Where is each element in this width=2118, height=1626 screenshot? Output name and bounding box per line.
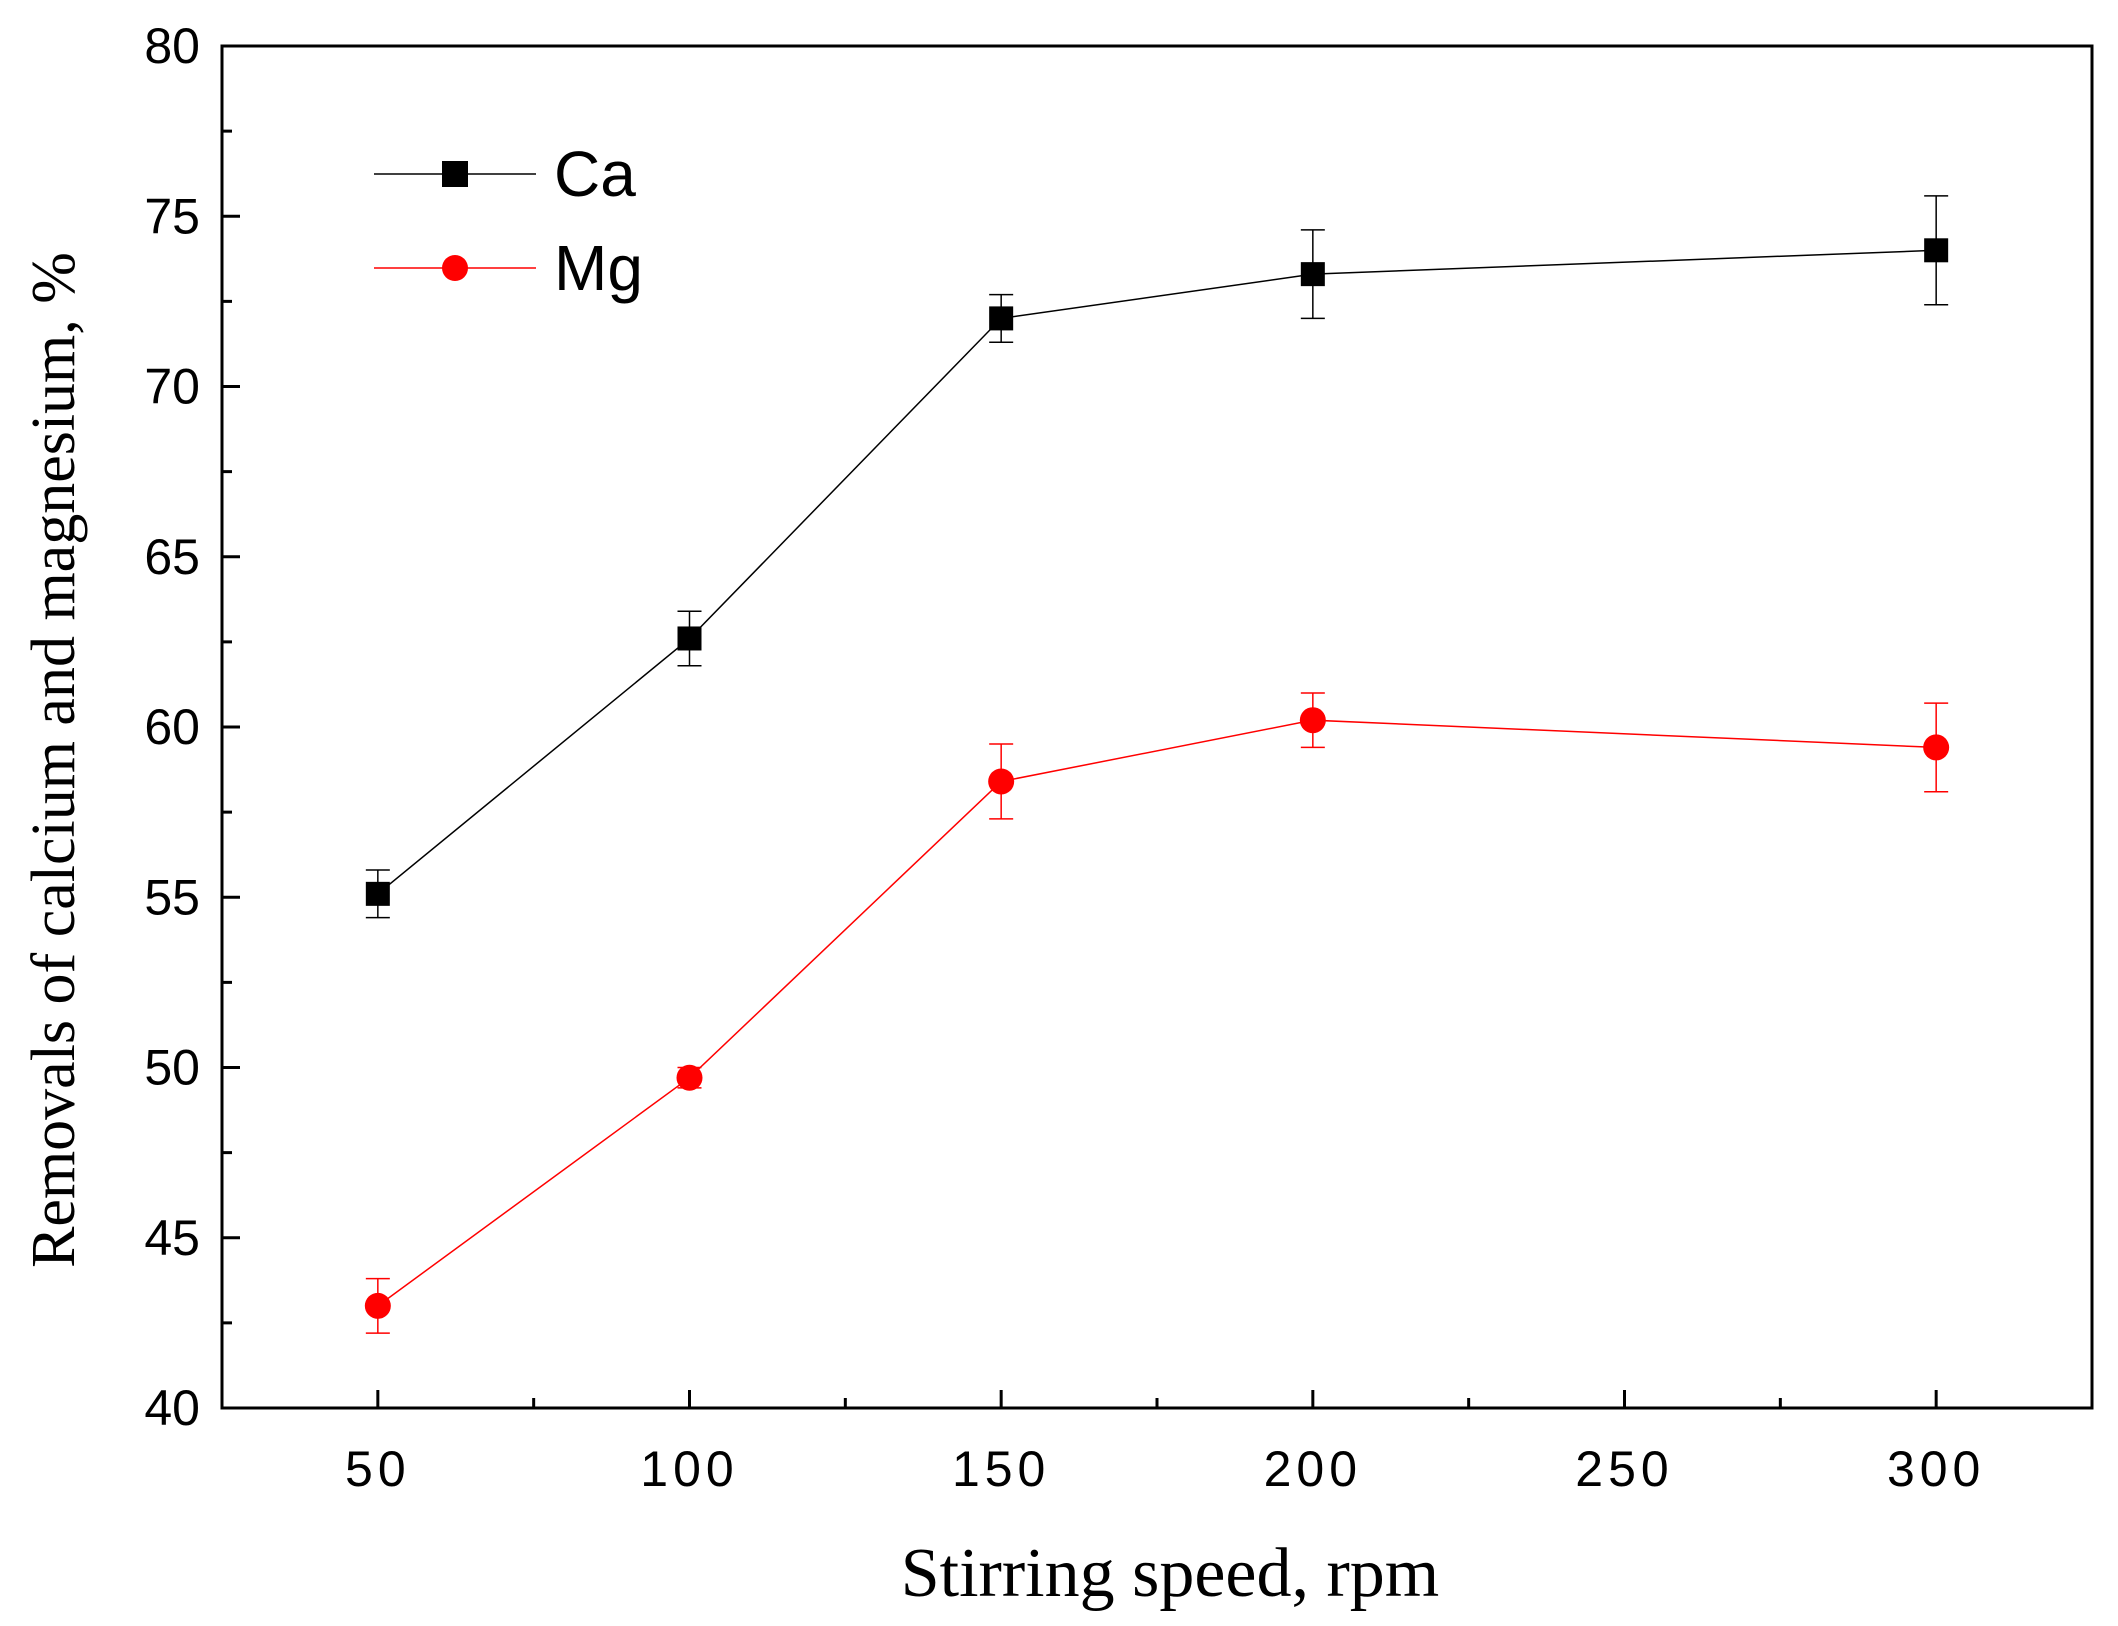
- y-tick-label: 55: [144, 869, 200, 925]
- x-tick-label: 150: [952, 1441, 1050, 1497]
- x-tick-label: 200: [1264, 1441, 1362, 1497]
- data-point-ca: [1300, 262, 1325, 287]
- y-tick-label: 45: [144, 1210, 200, 1266]
- legend-marker-ca: [442, 161, 468, 187]
- data-point-mg: [676, 1064, 703, 1091]
- y-tick-label: 65: [144, 529, 200, 585]
- data-point-mg: [1299, 707, 1326, 734]
- data-point-ca: [1924, 238, 1949, 263]
- plot-area: [220, 44, 2094, 1410]
- legend-marker-mg: [442, 255, 468, 281]
- y-tick-label: 70: [144, 359, 200, 415]
- y-tick-label: 50: [144, 1040, 200, 1096]
- y-tick-label: 60: [144, 699, 200, 755]
- data-point-ca: [989, 306, 1014, 331]
- y-tick-label: 40: [144, 1380, 200, 1436]
- legend-label-mg: Mg: [554, 232, 643, 304]
- data-point-mg: [988, 768, 1015, 795]
- data-point-ca: [365, 881, 390, 906]
- x-tick-label: 250: [1575, 1441, 1673, 1497]
- legend: Ca Mg: [374, 138, 643, 304]
- y-tick-label: 80: [144, 18, 200, 74]
- series-mg: [364, 692, 1950, 1334]
- y-axis-title: Removals of calcium and magnesium, %: [20, 252, 88, 1268]
- x-tick-label: 50: [345, 1441, 411, 1497]
- data-point-mg: [364, 1292, 391, 1319]
- data-point-mg: [1923, 734, 1950, 761]
- y-tick-label: 75: [144, 188, 200, 244]
- data-point-ca: [677, 626, 702, 651]
- series-line-mg: [377, 719, 1937, 1307]
- legend-label-ca: Ca: [554, 138, 636, 210]
- series-layer: [364, 195, 1950, 1334]
- x-tick-label: 100: [640, 1441, 738, 1497]
- axes: 40 45 50 55 60 65 70 75 80 50 100 150 200 250 300: [144, 18, 1985, 1497]
- series-line-ca: [377, 249, 1937, 895]
- x-tick-label: 300: [1887, 1441, 1985, 1497]
- series-ca: [365, 195, 1949, 919]
- x-axis-title: Stirring speed, rpm: [901, 1535, 1440, 1612]
